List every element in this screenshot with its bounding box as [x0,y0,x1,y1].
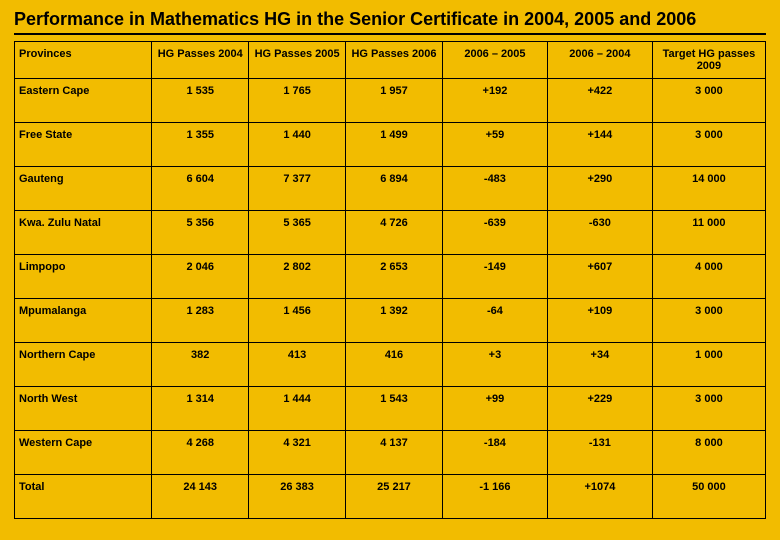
value-cell: 1 283 [152,299,249,343]
value-cell: +144 [547,123,652,167]
value-cell: 3 000 [652,79,765,123]
value-cell: 6 604 [152,167,249,211]
value-cell: -64 [442,299,547,343]
value-cell: 6 894 [346,167,443,211]
value-cell: 8 000 [652,431,765,475]
value-cell: +607 [547,255,652,299]
value-cell: 2 046 [152,255,249,299]
value-cell: +1074 [547,475,652,519]
value-cell: +422 [547,79,652,123]
table-row: Mpumalanga 1 283 1 456 1 392 -64 +109 3 … [15,299,766,343]
value-cell: 1 543 [346,387,443,431]
value-cell: 3 000 [652,387,765,431]
col-header: 2006 – 2004 [547,42,652,79]
province-cell: Gauteng [15,167,152,211]
value-cell: 11 000 [652,211,765,255]
table-body: Eastern Cape 1 535 1 765 1 957 +192 +422… [15,79,766,519]
table-row: Total 24 143 26 383 25 217 -1 166 +1074 … [15,475,766,519]
province-cell: Western Cape [15,431,152,475]
value-cell: -639 [442,211,547,255]
value-cell: 24 143 [152,475,249,519]
value-cell: 4 268 [152,431,249,475]
province-cell: Eastern Cape [15,79,152,123]
value-cell: 3 000 [652,299,765,343]
value-cell: 26 383 [249,475,346,519]
table-row: Eastern Cape 1 535 1 765 1 957 +192 +422… [15,79,766,123]
value-cell: 2 653 [346,255,443,299]
value-cell: 5 365 [249,211,346,255]
col-header: HG Passes 2004 [152,42,249,79]
value-cell: 4 000 [652,255,765,299]
slide: Performance in Mathematics HG in the Sen… [0,0,780,540]
value-cell: -1 166 [442,475,547,519]
data-table: Provinces HG Passes 2004 HG Passes 2005 … [14,41,766,519]
value-cell: 413 [249,343,346,387]
province-cell: North West [15,387,152,431]
value-cell: 4 137 [346,431,443,475]
value-cell: 1 314 [152,387,249,431]
header-row: Provinces HG Passes 2004 HG Passes 2005 … [15,42,766,79]
province-cell: Free State [15,123,152,167]
value-cell: 4 321 [249,431,346,475]
province-cell: Limpopo [15,255,152,299]
value-cell: +59 [442,123,547,167]
value-cell: 1 000 [652,343,765,387]
col-header: Target HG passes 2009 [652,42,765,79]
province-cell: Mpumalanga [15,299,152,343]
value-cell: +229 [547,387,652,431]
value-cell: -184 [442,431,547,475]
table-row: Northern Cape 382 413 416 +3 +34 1 000 [15,343,766,387]
province-cell: Kwa. Zulu Natal [15,211,152,255]
table-row: Limpopo 2 046 2 802 2 653 -149 +607 4 00… [15,255,766,299]
value-cell: +192 [442,79,547,123]
province-cell: Total [15,475,152,519]
table-row: North West 1 314 1 444 1 543 +99 +229 3 … [15,387,766,431]
value-cell: -131 [547,431,652,475]
value-cell: 14 000 [652,167,765,211]
value-cell: 25 217 [346,475,443,519]
value-cell: +99 [442,387,547,431]
value-cell: 4 726 [346,211,443,255]
value-cell: 1 535 [152,79,249,123]
value-cell: 3 000 [652,123,765,167]
value-cell: 1 456 [249,299,346,343]
value-cell: 50 000 [652,475,765,519]
value-cell: 1 392 [346,299,443,343]
value-cell: +3 [442,343,547,387]
table-row: Western Cape 4 268 4 321 4 137 -184 -131… [15,431,766,475]
col-header: HG Passes 2005 [249,42,346,79]
value-cell: 416 [346,343,443,387]
col-header: Provinces [15,42,152,79]
table-row: Kwa. Zulu Natal 5 356 5 365 4 726 -639 -… [15,211,766,255]
value-cell: -630 [547,211,652,255]
value-cell: 7 377 [249,167,346,211]
value-cell: -483 [442,167,547,211]
value-cell: -149 [442,255,547,299]
slide-title: Performance in Mathematics HG in the Sen… [14,8,766,35]
value-cell: 1 957 [346,79,443,123]
col-header: HG Passes 2006 [346,42,443,79]
col-header: 2006 – 2005 [442,42,547,79]
value-cell: +109 [547,299,652,343]
value-cell: 382 [152,343,249,387]
value-cell: 1 499 [346,123,443,167]
value-cell: 1 765 [249,79,346,123]
table-row: Gauteng 6 604 7 377 6 894 -483 +290 14 0… [15,167,766,211]
value-cell: 5 356 [152,211,249,255]
value-cell: +34 [547,343,652,387]
province-cell: Northern Cape [15,343,152,387]
value-cell: +290 [547,167,652,211]
value-cell: 1 355 [152,123,249,167]
table-row: Free State 1 355 1 440 1 499 +59 +144 3 … [15,123,766,167]
value-cell: 1 440 [249,123,346,167]
value-cell: 2 802 [249,255,346,299]
value-cell: 1 444 [249,387,346,431]
